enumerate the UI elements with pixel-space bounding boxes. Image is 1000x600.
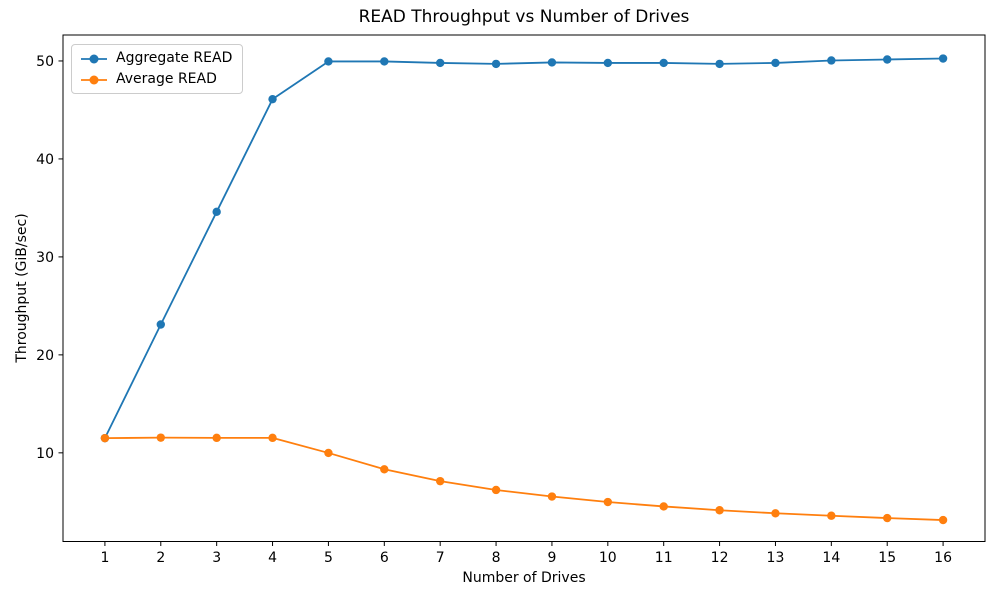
data-point-average-read [771, 509, 780, 518]
data-point-aggregate-read [435, 58, 445, 68]
y-tick-label: 10 [36, 446, 54, 462]
data-point-average-read [547, 492, 557, 501]
data-point-aggregate-read [938, 54, 948, 63]
legend-label: Aggregate READ [116, 50, 233, 66]
x-tick-label: 4 [268, 550, 277, 566]
data-point-average-read [435, 476, 445, 486]
data-point-aggregate-read [268, 94, 277, 104]
y-tick-label: 40 [36, 152, 54, 168]
data-point-aggregate-read [380, 57, 389, 66]
data-point-aggregate-read [156, 320, 165, 329]
data-point-average-read [883, 513, 892, 523]
data-point-average-read [156, 433, 165, 442]
y-tick-label: 50 [36, 54, 54, 70]
data-point-average-read [659, 502, 668, 511]
x-tick-label: 2 [156, 550, 165, 566]
x-tick-label: 1 [100, 550, 109, 566]
data-point-aggregate-read [827, 56, 836, 65]
x-tick-label: 12 [711, 550, 729, 566]
x-tick-label: 16 [934, 550, 952, 566]
x-tick-label: 13 [767, 550, 785, 566]
chart-title: READ Throughput vs Number of Drives [358, 7, 690, 27]
series-line-average-read [104, 436, 944, 521]
x-tick-label: 7 [436, 550, 445, 566]
x-tick-label: 14 [822, 550, 840, 566]
y-axis-label: Throughput (GiB/sec) [14, 213, 30, 363]
x-tick-label: 10 [599, 550, 617, 566]
data-point-average-read [380, 465, 389, 474]
x-tick-label: 9 [547, 550, 556, 566]
y-tick-label: 30 [36, 250, 54, 266]
x-tick-label: 11 [655, 550, 673, 566]
data-point-average-read [324, 448, 333, 458]
legend-line-marker-icon [81, 75, 107, 84]
data-point-aggregate-read [212, 207, 221, 217]
data-point-average-read [603, 497, 613, 507]
legend-entry-average-read: Average READ [80, 70, 232, 89]
data-point-average-read [212, 433, 221, 443]
data-point-aggregate-read [715, 59, 724, 69]
legend-label: Average READ [116, 71, 217, 87]
x-axis-label: Number of Drives [462, 570, 586, 586]
x-tick-label: 5 [324, 550, 333, 566]
x-tick-label: 15 [878, 550, 896, 566]
data-point-average-read [715, 506, 724, 515]
x-tick-label: 3 [212, 550, 221, 566]
series-line-aggregate-read [104, 57, 944, 439]
y-tick-label: 20 [36, 348, 54, 364]
x-tick-label: 8 [492, 550, 501, 566]
legend: Aggregate READ Average READ [71, 44, 244, 94]
data-point-aggregate-read [883, 55, 892, 64]
legend-entry-aggregate-read: Aggregate READ [80, 49, 232, 68]
data-point-average-read [491, 485, 501, 495]
data-point-aggregate-read [659, 58, 668, 68]
x-tick-label: 6 [380, 550, 389, 566]
data-point-aggregate-read [324, 57, 333, 66]
data-point-aggregate-read [603, 58, 613, 68]
data-point-aggregate-read [771, 58, 780, 68]
data-point-aggregate-read [547, 58, 557, 67]
data-point-average-read [938, 515, 948, 525]
legend-line-marker-icon [81, 54, 107, 63]
data-point-aggregate-read [491, 59, 501, 69]
data-point-average-read [100, 433, 110, 443]
plot-area-spines [62, 34, 986, 542]
data-point-average-read [268, 433, 277, 443]
data-point-average-read [827, 511, 836, 520]
